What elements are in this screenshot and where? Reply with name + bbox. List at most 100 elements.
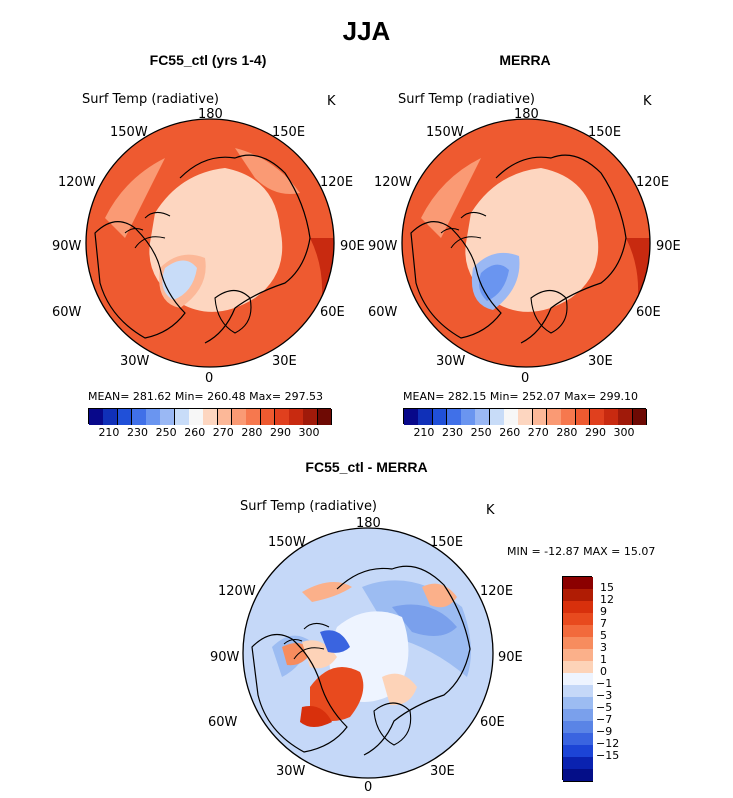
colorbar-tick-label: 270: [212, 426, 234, 439]
colorbar-tick-label: 250: [470, 426, 492, 439]
lon-label: 0: [364, 780, 373, 795]
colorbar-merra: [403, 408, 648, 425]
colorbar-tick-label: 280: [556, 426, 578, 439]
lon-label: 150E: [430, 535, 464, 550]
colorbar-swatch: [160, 409, 176, 425]
colorbar-swatch: [289, 409, 304, 425]
units-label-merra: K: [643, 94, 652, 109]
stats-merra: MEAN= 282.15 Min= 252.07 Max= 299.10: [403, 390, 639, 403]
lon-label: 60E: [636, 305, 661, 320]
colorbar-swatch: [89, 409, 104, 425]
colorbar-tick-label: −9: [596, 725, 613, 738]
lon-label: 120W: [374, 175, 412, 190]
lon-label: 30E: [272, 354, 297, 369]
colorbar-swatch: [475, 409, 491, 425]
colorbar-swatch: [563, 637, 593, 650]
lon-label: 120E: [480, 584, 514, 599]
colorbar-swatch: [575, 409, 591, 425]
colorbar-swatch: [404, 409, 419, 425]
colorbar-swatch: [461, 409, 476, 425]
colorbar-swatch: [546, 409, 562, 425]
lon-label: 60W: [368, 305, 398, 320]
colorbar-tick-label: −5: [596, 701, 613, 714]
colorbar-swatch: [446, 409, 462, 425]
colorbar-swatch: [563, 601, 593, 614]
lon-label: 120E: [636, 175, 670, 190]
colorbar-swatch: [632, 409, 648, 425]
colorbar-tick-label: −15: [596, 749, 620, 762]
colorbar-swatch: [203, 409, 219, 425]
colorbar-tick-label: 280: [241, 426, 263, 439]
lon-label: 150W: [268, 535, 306, 550]
colorbar-tick-label: 300: [613, 426, 635, 439]
lon-label: 60W: [208, 715, 238, 730]
colorbar-swatch: [563, 577, 593, 590]
colorbar-swatch: [217, 409, 233, 425]
colorbar-labels-model: 210 230 250 260 270 280 290 300: [88, 426, 331, 440]
colorbar-tick-label: 9: [600, 605, 607, 618]
lon-label: 90E: [498, 650, 523, 665]
colorbar-swatch: [103, 409, 119, 425]
lon-label: 90E: [656, 239, 681, 254]
colorbar-swatch: [563, 589, 593, 602]
polar-map-diff: [242, 527, 494, 779]
lon-label: 90E: [340, 239, 365, 254]
lon-label: 30E: [430, 764, 455, 779]
colorbar-swatch: [117, 409, 133, 425]
colorbar-swatch: [563, 721, 593, 734]
colorbar-tick-label: 290: [584, 426, 606, 439]
lon-label: 120W: [218, 584, 256, 599]
lon-label: 90W: [368, 239, 398, 254]
colorbar-swatch: [563, 709, 593, 722]
lon-label: 0: [205, 371, 214, 386]
figure-title: JJA: [342, 16, 391, 46]
colorbar-swatch: [274, 409, 290, 425]
lon-label: 150W: [426, 125, 464, 140]
colorbar-tick-label: 260: [499, 426, 521, 439]
colorbar-tick-label: 210: [413, 426, 435, 439]
lon-label: 60W: [52, 305, 82, 320]
lon-label: 30W: [436, 354, 466, 369]
lon-label: 60E: [320, 305, 345, 320]
lon-label: 150E: [588, 125, 622, 140]
colorbar-swatch: [563, 661, 593, 674]
colorbar-tick-label: 250: [155, 426, 177, 439]
colorbar-labels-merra: 210 230 250 260 270 280 290 300: [403, 426, 646, 440]
colorbar-swatch: [618, 409, 634, 425]
lon-label: 0: [521, 371, 530, 386]
colorbar-tick-label: −7: [596, 713, 613, 726]
units-label-diff: K: [486, 503, 495, 518]
colorbar-tick-label: 1: [600, 653, 607, 666]
colorbar-swatch: [604, 409, 619, 425]
lon-label: 150W: [110, 125, 148, 140]
colorbar-swatch: [563, 697, 593, 710]
colorbar-swatch: [563, 673, 593, 686]
colorbar-swatch: [563, 613, 593, 626]
colorbar-diff: [562, 576, 593, 782]
colorbar-tick-label: −3: [596, 689, 613, 702]
lon-label: 60E: [480, 715, 505, 730]
polar-map-merra: [401, 118, 651, 368]
colorbar-tick-label: 230: [442, 426, 464, 439]
colorbar-tick-label: 210: [98, 426, 120, 439]
colorbar-tick-label: 5: [600, 629, 607, 642]
variable-label-diff: Surf Temp (radiative): [240, 499, 378, 514]
panel-title-diff: FC55_ctl - MERRA: [305, 459, 428, 475]
colorbar-swatch: [489, 409, 505, 425]
colorbar-model: [88, 408, 333, 425]
lon-label: 150E: [272, 125, 306, 140]
colorbar-tick-label: −1: [596, 677, 613, 690]
colorbar-swatch: [260, 409, 276, 425]
colorbar-swatch: [561, 409, 577, 425]
colorbar-tick-label: 260: [184, 426, 206, 439]
colorbar-tick-label: 7: [600, 617, 607, 630]
colorbar-swatch: [563, 625, 593, 638]
variable-label-merra: Surf Temp (radiative): [398, 92, 536, 107]
colorbar-tick-label: 290: [269, 426, 291, 439]
colorbar-swatch: [563, 769, 593, 782]
lon-label: 30W: [276, 764, 306, 779]
colorbar-tick-label: 300: [298, 426, 320, 439]
colorbar-swatch: [303, 409, 319, 425]
panel-title-merra: MERRA: [499, 52, 551, 68]
colorbar-swatch: [563, 733, 593, 746]
